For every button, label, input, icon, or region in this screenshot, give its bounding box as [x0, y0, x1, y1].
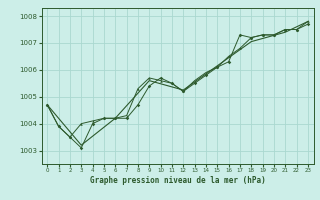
- X-axis label: Graphe pression niveau de la mer (hPa): Graphe pression niveau de la mer (hPa): [90, 176, 266, 185]
